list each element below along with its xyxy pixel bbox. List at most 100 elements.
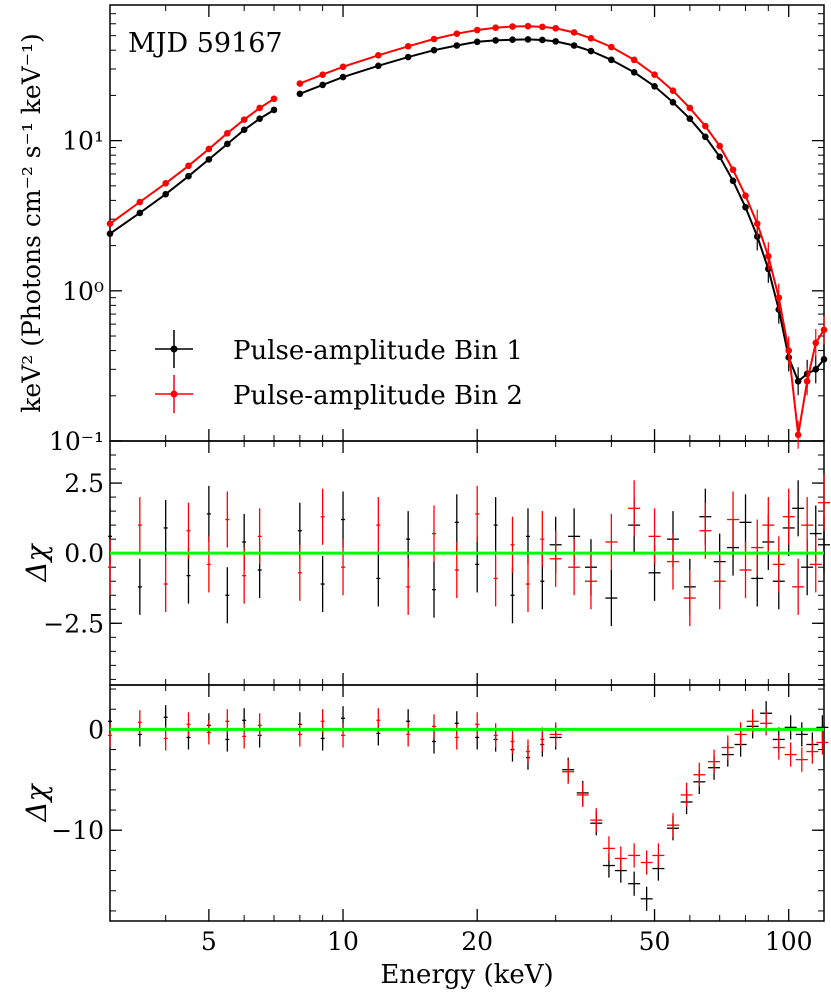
spectrum-data-point — [552, 24, 559, 32]
spectrum-data-point — [669, 87, 677, 95]
spectrum-data-point — [803, 377, 811, 385]
spectrum-model-line — [299, 25, 825, 435]
spectrum-data-point — [753, 220, 761, 227]
spectrum-data-point — [509, 36, 516, 43]
y-tick-label: 10⁰ — [62, 277, 104, 306]
spectrum-data-point — [608, 56, 615, 64]
y-tick-label: −10 — [51, 816, 104, 845]
spectrum-data-point — [375, 62, 382, 70]
observation-date-label: MJD 59167 — [128, 28, 283, 59]
y-tick-label: 0 — [88, 715, 104, 744]
spectrum-data-point — [524, 36, 532, 43]
spectrum-data-point — [106, 230, 114, 238]
spectrum-data-point — [453, 42, 461, 49]
spectrum-data-point — [240, 126, 248, 134]
spectrum-data-point — [729, 177, 737, 185]
spectrum-data-point — [539, 36, 546, 44]
spectrum-data-point — [794, 431, 802, 439]
y-axis-label-residual-1: Δχ — [20, 542, 53, 582]
spectrum-data-point — [742, 203, 749, 211]
y-tick-label: 10¹ — [62, 127, 104, 156]
spectrum-data-point — [473, 38, 481, 46]
spectrum-data-point — [375, 51, 382, 59]
x-tick-label: 5 — [201, 927, 217, 956]
spectrum-data-point — [270, 95, 278, 103]
spectrum-data-point — [430, 46, 438, 54]
legend-marker-bin-1 — [155, 330, 193, 368]
y-tick-label: 2.5 — [64, 469, 104, 498]
x-tick-label: 50 — [639, 927, 671, 956]
spectrum-data-point — [686, 104, 694, 112]
spectrum-panel-frame — [109, 4, 825, 442]
spectrum-data-point — [587, 35, 595, 42]
y-tick-label: 0.0 — [64, 539, 104, 568]
spectrum-data-point — [256, 104, 263, 112]
spectrum-data-point — [729, 166, 737, 174]
spectrum-data-point — [296, 80, 304, 87]
spectrum-data-point — [524, 22, 532, 30]
y-axis-label-spectrum: keV² (Photons cm⁻² s⁻¹ keV⁻¹) — [17, 33, 46, 413]
legend-marker-dot — [170, 345, 178, 353]
spectrum-data-point — [185, 172, 192, 180]
y-tick-label: −2.5 — [43, 609, 104, 638]
spectrum-data-point — [669, 98, 677, 106]
spectrum-data-point — [765, 252, 772, 260]
spectrum-data-point — [162, 190, 169, 198]
spectrum-data-point — [702, 122, 709, 130]
spectrum-data-point — [296, 90, 304, 98]
x-axis-label: Energy (keV) — [380, 960, 553, 990]
spectrum-data-point — [404, 42, 412, 50]
spectrum-model-line — [109, 109, 275, 235]
spectrum-data-point — [319, 71, 326, 78]
spectrum-data-point — [106, 220, 114, 227]
spectrum-data-point — [473, 26, 481, 34]
spectrum-data-point — [812, 339, 820, 347]
spectrum-data-point — [794, 377, 802, 385]
residual-panel-1-frame — [109, 440, 825, 686]
spectrum-data-point — [224, 140, 231, 148]
residual-panel-2-frame — [109, 684, 825, 922]
spectrum-data-point — [812, 366, 820, 373]
residual-panel-2-marks — [108, 701, 829, 911]
spectrum-data-point — [509, 23, 516, 30]
axis-ticks: 10⁻¹ 10⁰ 10¹ 2.5 0.0 −2.5 0 −10 5 10 20 50 100 — [43, 5, 824, 956]
spectrum-data-point — [270, 106, 278, 114]
spectrum-data-point — [224, 129, 231, 137]
spectrum-data-point — [702, 133, 709, 141]
spectrum-data-point — [136, 198, 144, 206]
spectrum-data-point — [240, 116, 248, 123]
spectrum-data-point — [319, 81, 326, 89]
spectrum-data-point — [775, 294, 783, 301]
spectrum-data-point — [820, 326, 828, 334]
y-tick-label: 10⁻¹ — [49, 427, 104, 456]
legend-marker-dot — [170, 390, 178, 398]
legend-label-bin-2: Pulse-amplitude Bin 2 — [233, 381, 523, 411]
spectrum-data-point — [492, 37, 499, 44]
x-tick-label: 20 — [461, 927, 493, 956]
legend-label-bin-1: Pulse-amplitude Bin 1 — [233, 336, 523, 366]
spectrum-data-point — [552, 38, 559, 45]
spectrum-data-point — [339, 73, 347, 81]
spectrum-data-point — [608, 43, 615, 51]
spectrum-data-point — [492, 24, 499, 31]
spectrum-data-point — [820, 355, 828, 363]
spectrum-data-point — [716, 142, 723, 150]
spectrum-data-point — [587, 47, 595, 55]
spectrum-data-point — [185, 162, 192, 170]
spectrum-data-point — [205, 145, 213, 153]
legend: Pulse-amplitude Bin 1 Pulse-amplitude Bi… — [155, 330, 523, 413]
y-axis-label-residual-2: Δχ — [20, 782, 53, 822]
spectrum-data-point — [136, 209, 144, 217]
residual-panel-1-marks — [108, 474, 830, 627]
spectrum-data-point — [630, 56, 638, 64]
spectrum-data-point — [651, 83, 658, 90]
spectrum-data-point — [339, 63, 347, 71]
spectrum-data-point — [570, 29, 578, 36]
spectrum-model-line — [299, 38, 825, 383]
spectrum-data-point — [630, 69, 638, 76]
spectrum-data-point — [430, 35, 438, 43]
spectrum-data-point — [651, 71, 658, 78]
spectrum-data-point — [716, 153, 723, 161]
x-tick-label: 10 — [327, 927, 359, 956]
